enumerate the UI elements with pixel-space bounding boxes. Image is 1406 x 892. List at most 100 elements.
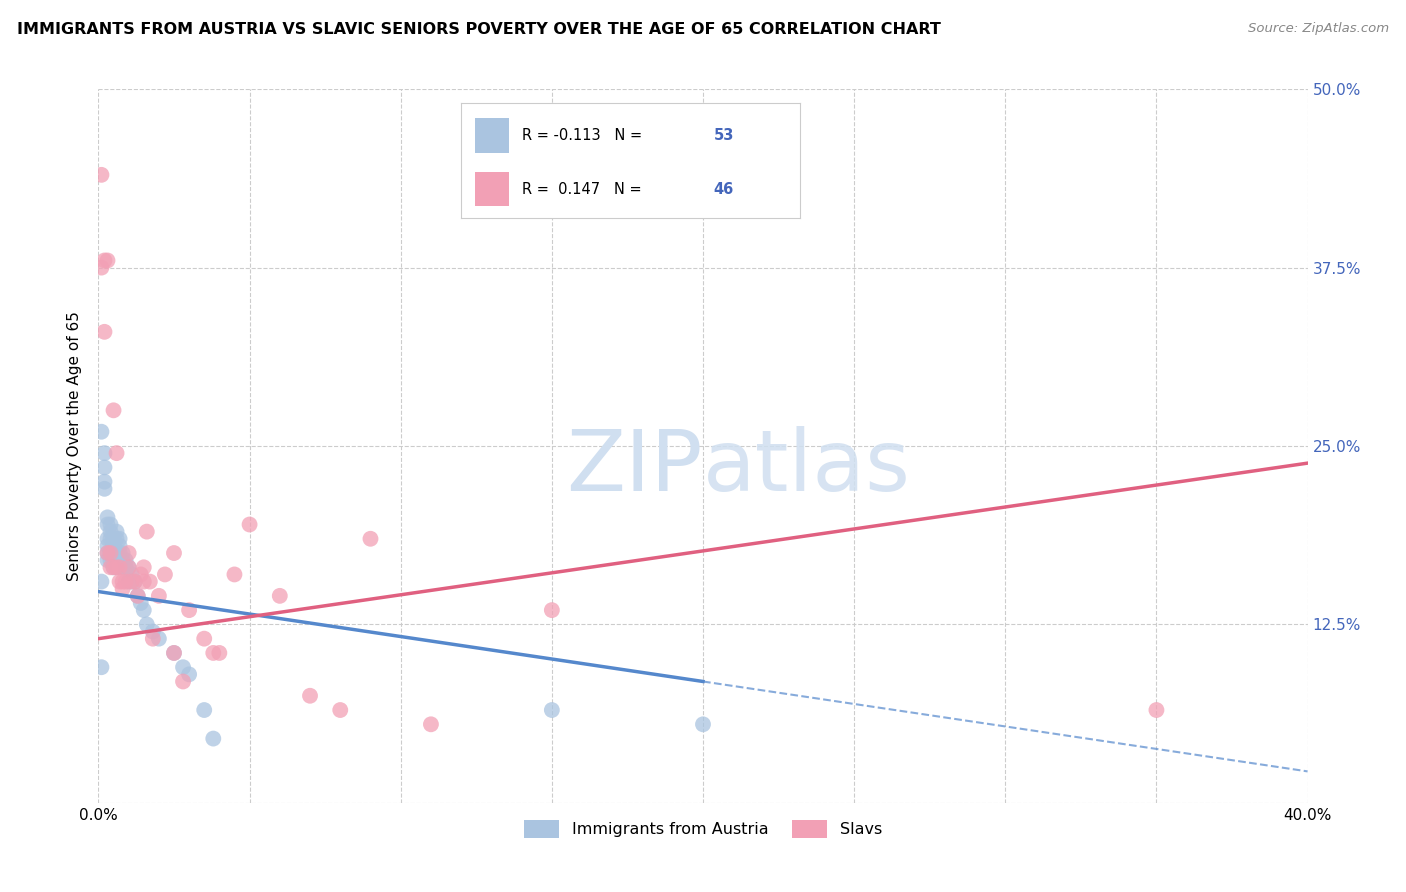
Point [90, 574, 112, 589]
Point [139, 574, 162, 589]
Point [96, 253, 118, 268]
Point [108, 546, 131, 560]
Point [111, 560, 134, 574]
Point [179, 603, 201, 617]
Point [105, 524, 128, 539]
Point [202, 646, 225, 660]
Point [93, 325, 115, 339]
Point [100, 532, 122, 546]
Point [105, 546, 128, 560]
Point [100, 546, 122, 560]
Text: atlas: atlas [703, 425, 911, 509]
Point [208, 646, 231, 660]
Point [103, 553, 125, 567]
Point [93, 460, 115, 475]
Point [142, 624, 165, 639]
Point [96, 553, 118, 567]
Point [540, 703, 562, 717]
Point [163, 646, 186, 660]
Point [90, 260, 112, 275]
Point [224, 567, 246, 582]
Point [90, 660, 112, 674]
Point [118, 574, 141, 589]
Point [172, 674, 194, 689]
Point [93, 253, 115, 268]
Point [121, 574, 143, 589]
Point [153, 567, 176, 582]
Point [114, 553, 136, 567]
Point [93, 475, 115, 489]
Point [96, 517, 118, 532]
Point [108, 539, 131, 553]
Point [100, 524, 122, 539]
Point [111, 553, 134, 567]
Point [100, 560, 122, 574]
Point [108, 560, 131, 574]
Point [96, 539, 118, 553]
Text: IMMIGRANTS FROM AUSTRIA VS SLAVIC SENIORS POVERTY OVER THE AGE OF 65 CORRELATION: IMMIGRANTS FROM AUSTRIA VS SLAVIC SENIOR… [17, 22, 941, 37]
Point [103, 560, 125, 574]
Point [132, 560, 155, 574]
Point [163, 546, 186, 560]
Point [124, 574, 146, 589]
Point [127, 589, 149, 603]
Point [329, 703, 352, 717]
Point [129, 567, 152, 582]
Point [202, 731, 225, 746]
Point [100, 546, 122, 560]
Point [105, 446, 128, 460]
Point [132, 603, 155, 617]
Point [540, 603, 562, 617]
Point [114, 574, 136, 589]
Point [193, 703, 215, 717]
Point [135, 617, 157, 632]
Point [93, 446, 115, 460]
Point [111, 582, 134, 596]
Text: ZIP: ZIP [567, 425, 703, 509]
Point [111, 546, 134, 560]
Legend: Immigrants from Austria, Slavs: Immigrants from Austria, Slavs [517, 814, 889, 845]
Point [111, 574, 134, 589]
Point [121, 574, 143, 589]
Point [172, 660, 194, 674]
Point [163, 646, 186, 660]
Point [108, 532, 131, 546]
Point [118, 546, 141, 560]
Point [148, 632, 170, 646]
Point [114, 560, 136, 574]
Point [108, 574, 131, 589]
Y-axis label: Seniors Poverty Over the Age of 65: Seniors Poverty Over the Age of 65 [67, 311, 83, 581]
Point [103, 532, 125, 546]
Point [90, 425, 112, 439]
Point [132, 574, 155, 589]
Point [96, 510, 118, 524]
Point [90, 168, 112, 182]
Point [103, 546, 125, 560]
Point [124, 574, 146, 589]
Point [118, 560, 141, 574]
Point [1144, 703, 1167, 717]
Point [93, 482, 115, 496]
Point [103, 539, 125, 553]
Point [148, 589, 170, 603]
Point [179, 667, 201, 681]
Point [96, 546, 118, 560]
Point [105, 560, 128, 574]
Point [100, 517, 122, 532]
Point [420, 717, 443, 731]
Point [127, 589, 149, 603]
Point [103, 403, 125, 417]
Point [135, 524, 157, 539]
Point [100, 553, 122, 567]
Point [193, 632, 215, 646]
Point [269, 589, 291, 603]
Point [105, 560, 128, 574]
Point [142, 632, 165, 646]
Point [129, 596, 152, 610]
Point [118, 560, 141, 574]
Point [299, 689, 322, 703]
Point [239, 517, 262, 532]
Point [96, 532, 118, 546]
Text: Source: ZipAtlas.com: Source: ZipAtlas.com [1249, 22, 1389, 36]
Point [103, 560, 125, 574]
